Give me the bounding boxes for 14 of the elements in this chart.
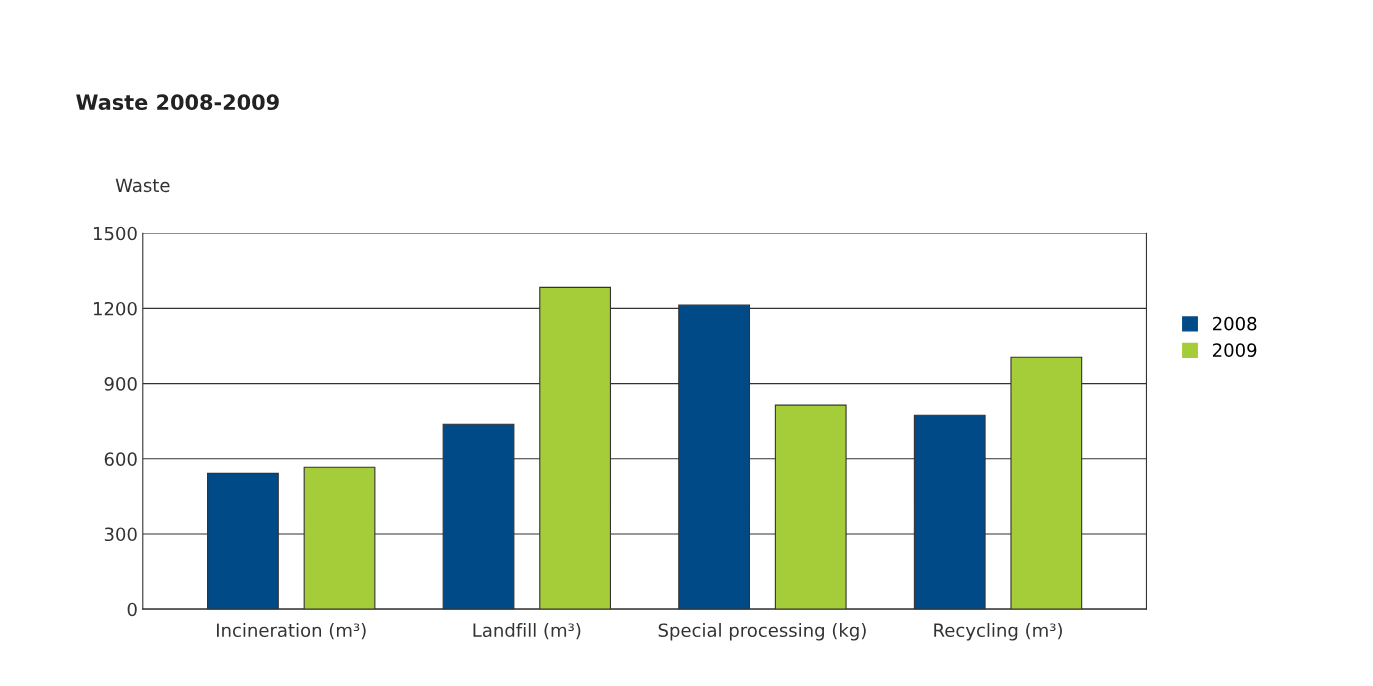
y-tick-label: 1200 [93, 301, 137, 316]
chart-title: Waste 2008-2009 [76, 94, 279, 111]
y-tick-label: 900 [104, 377, 137, 391]
y-tick-label: 1500 [93, 226, 137, 241]
legend-label: 2008 [1212, 316, 1257, 331]
y-axis-title: Waste [115, 178, 170, 193]
y-tick-label: 600 [104, 452, 137, 466]
x-tick-label: Recycling (m³) [934, 623, 1062, 641]
x-tick-label: Incineration (m³) [217, 623, 366, 640]
y-tick-label: 300 [104, 527, 137, 542]
legend-label: 2009 [1212, 343, 1257, 357]
x-tick-label: Special processing (kg) [658, 623, 866, 641]
y-tick-label: 0 [127, 602, 137, 617]
x-tick-label: Landfill (m³) [473, 623, 581, 640]
